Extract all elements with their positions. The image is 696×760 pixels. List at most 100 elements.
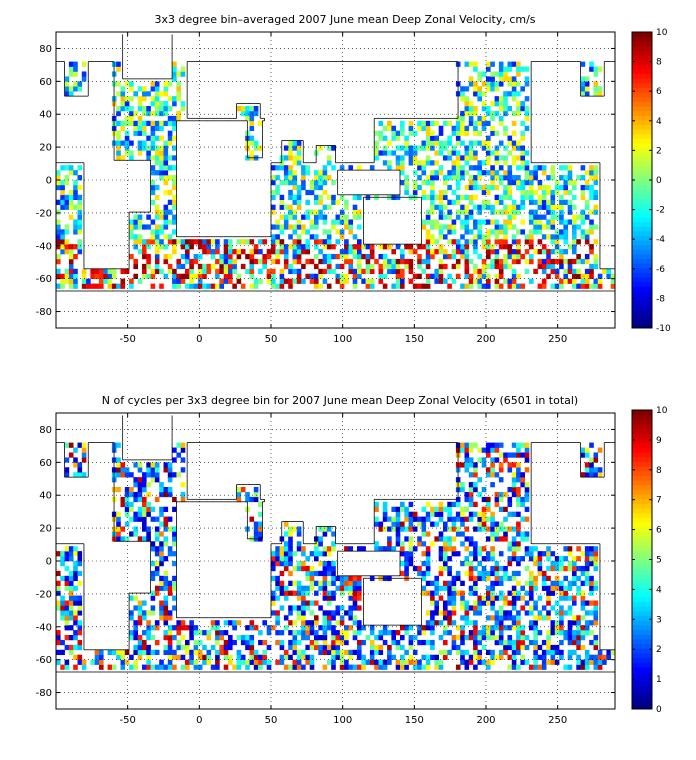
bin-cell: [408, 659, 414, 665]
bin-cell: [438, 234, 444, 240]
bin-cell: [477, 71, 482, 77]
bin-cell: [77, 175, 83, 181]
bin-cell: [464, 536, 470, 542]
bin-cell: [494, 580, 500, 586]
bin-cell: [387, 125, 392, 131]
bin-cell: [486, 150, 491, 156]
bin-cell: [296, 268, 302, 275]
bin-cell: [271, 556, 276, 562]
bin-cell: [455, 263, 461, 270]
bin-cell: [120, 106, 126, 112]
bin-cell: [133, 644, 138, 651]
bin-cell: [176, 96, 181, 102]
bin-cell: [107, 268, 113, 275]
bin-cell: [464, 145, 470, 151]
bin-cell: [163, 106, 169, 112]
bin-cell: [468, 184, 474, 191]
bin-cell: [511, 541, 517, 547]
bin-cell: [438, 130, 444, 136]
bin-cell: [563, 546, 568, 552]
bin-cell: [443, 120, 448, 127]
bin-cell: [318, 605, 323, 611]
bin-cell: [430, 541, 435, 547]
bin-cell: [447, 585, 452, 591]
bin-cell: [464, 224, 470, 230]
bin-cell: [421, 219, 427, 225]
bin-cell: [279, 180, 285, 186]
bin-cell: [421, 585, 427, 591]
bin-cell: [176, 258, 181, 265]
bin-cell: [546, 635, 551, 641]
bin-cell: [408, 556, 414, 562]
bin-cell: [318, 551, 323, 557]
bin-cell: [68, 580, 74, 586]
bin-cell: [275, 546, 280, 552]
bin-cell: [473, 664, 478, 670]
bin-cell: [116, 531, 121, 537]
bin-cell: [451, 644, 457, 651]
bin-cell: [253, 140, 259, 146]
bin-cell: [60, 229, 65, 235]
bin-cell: [430, 135, 435, 141]
bin-cell: [494, 595, 500, 601]
bin-cell: [498, 630, 504, 636]
bin-cell: [374, 635, 379, 641]
bin-cell: [326, 595, 332, 601]
bin-cell: [473, 610, 478, 616]
bin-cell: [326, 561, 332, 567]
bin-cell: [146, 258, 151, 265]
bin-cell: [81, 61, 87, 67]
bin-cell: [455, 531, 461, 537]
bin-cell: [447, 120, 452, 127]
bin-cell: [202, 659, 207, 665]
bin-cell: [533, 605, 538, 611]
bin-cell: [404, 135, 409, 141]
bin-cell: [477, 229, 482, 235]
bin-cell: [382, 254, 388, 260]
bin-cell: [64, 91, 70, 97]
bin-cell: [589, 66, 594, 72]
bin-cell: [425, 531, 431, 537]
bin-cell: [357, 580, 362, 586]
bin-cell: [391, 268, 396, 275]
bin-cell: [477, 659, 482, 665]
bin-cell: [425, 140, 431, 146]
bin-cell: [167, 115, 173, 122]
bin-cell: [326, 620, 332, 626]
bin-cell: [524, 234, 530, 240]
bin-cell: [486, 556, 491, 562]
bin-cell: [447, 565, 452, 572]
bin-cell: [180, 106, 186, 112]
bin-cell: [395, 536, 401, 542]
bin-cell: [387, 160, 392, 166]
bin-cell: [133, 263, 138, 270]
bin-cell: [473, 180, 478, 186]
bin-cell: [460, 194, 465, 201]
bin-cell: [473, 625, 478, 631]
bin-cell: [68, 625, 74, 631]
bin-cell: [258, 654, 263, 660]
bin-cell: [434, 204, 439, 210]
bin-cell: [460, 595, 465, 601]
bin-cell: [382, 160, 388, 166]
bin-cell: [335, 649, 341, 656]
bin-cell: [215, 283, 220, 289]
bin-cell: [331, 165, 336, 171]
bin-cell: [288, 556, 293, 562]
bin-cell: [167, 664, 173, 670]
bin-cell: [451, 536, 457, 542]
bin-cell: [137, 115, 143, 122]
bin-cell: [507, 610, 513, 616]
bin-cell: [412, 189, 418, 196]
bin-cell: [193, 258, 199, 265]
bin-cell: [228, 244, 233, 250]
bin-cell: [572, 194, 577, 201]
bin-cell: [296, 234, 302, 240]
bin-cell: [322, 268, 328, 275]
bin-cell: [150, 145, 156, 151]
bin-cell: [253, 145, 259, 151]
bin-cell: [146, 644, 151, 651]
bin-cell: [318, 175, 323, 181]
bin-cell: [124, 536, 130, 542]
bin-cell: [460, 175, 465, 181]
